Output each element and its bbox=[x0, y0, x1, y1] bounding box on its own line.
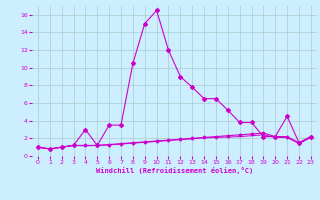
X-axis label: Windchill (Refroidissement éolien,°C): Windchill (Refroidissement éolien,°C) bbox=[96, 167, 253, 174]
